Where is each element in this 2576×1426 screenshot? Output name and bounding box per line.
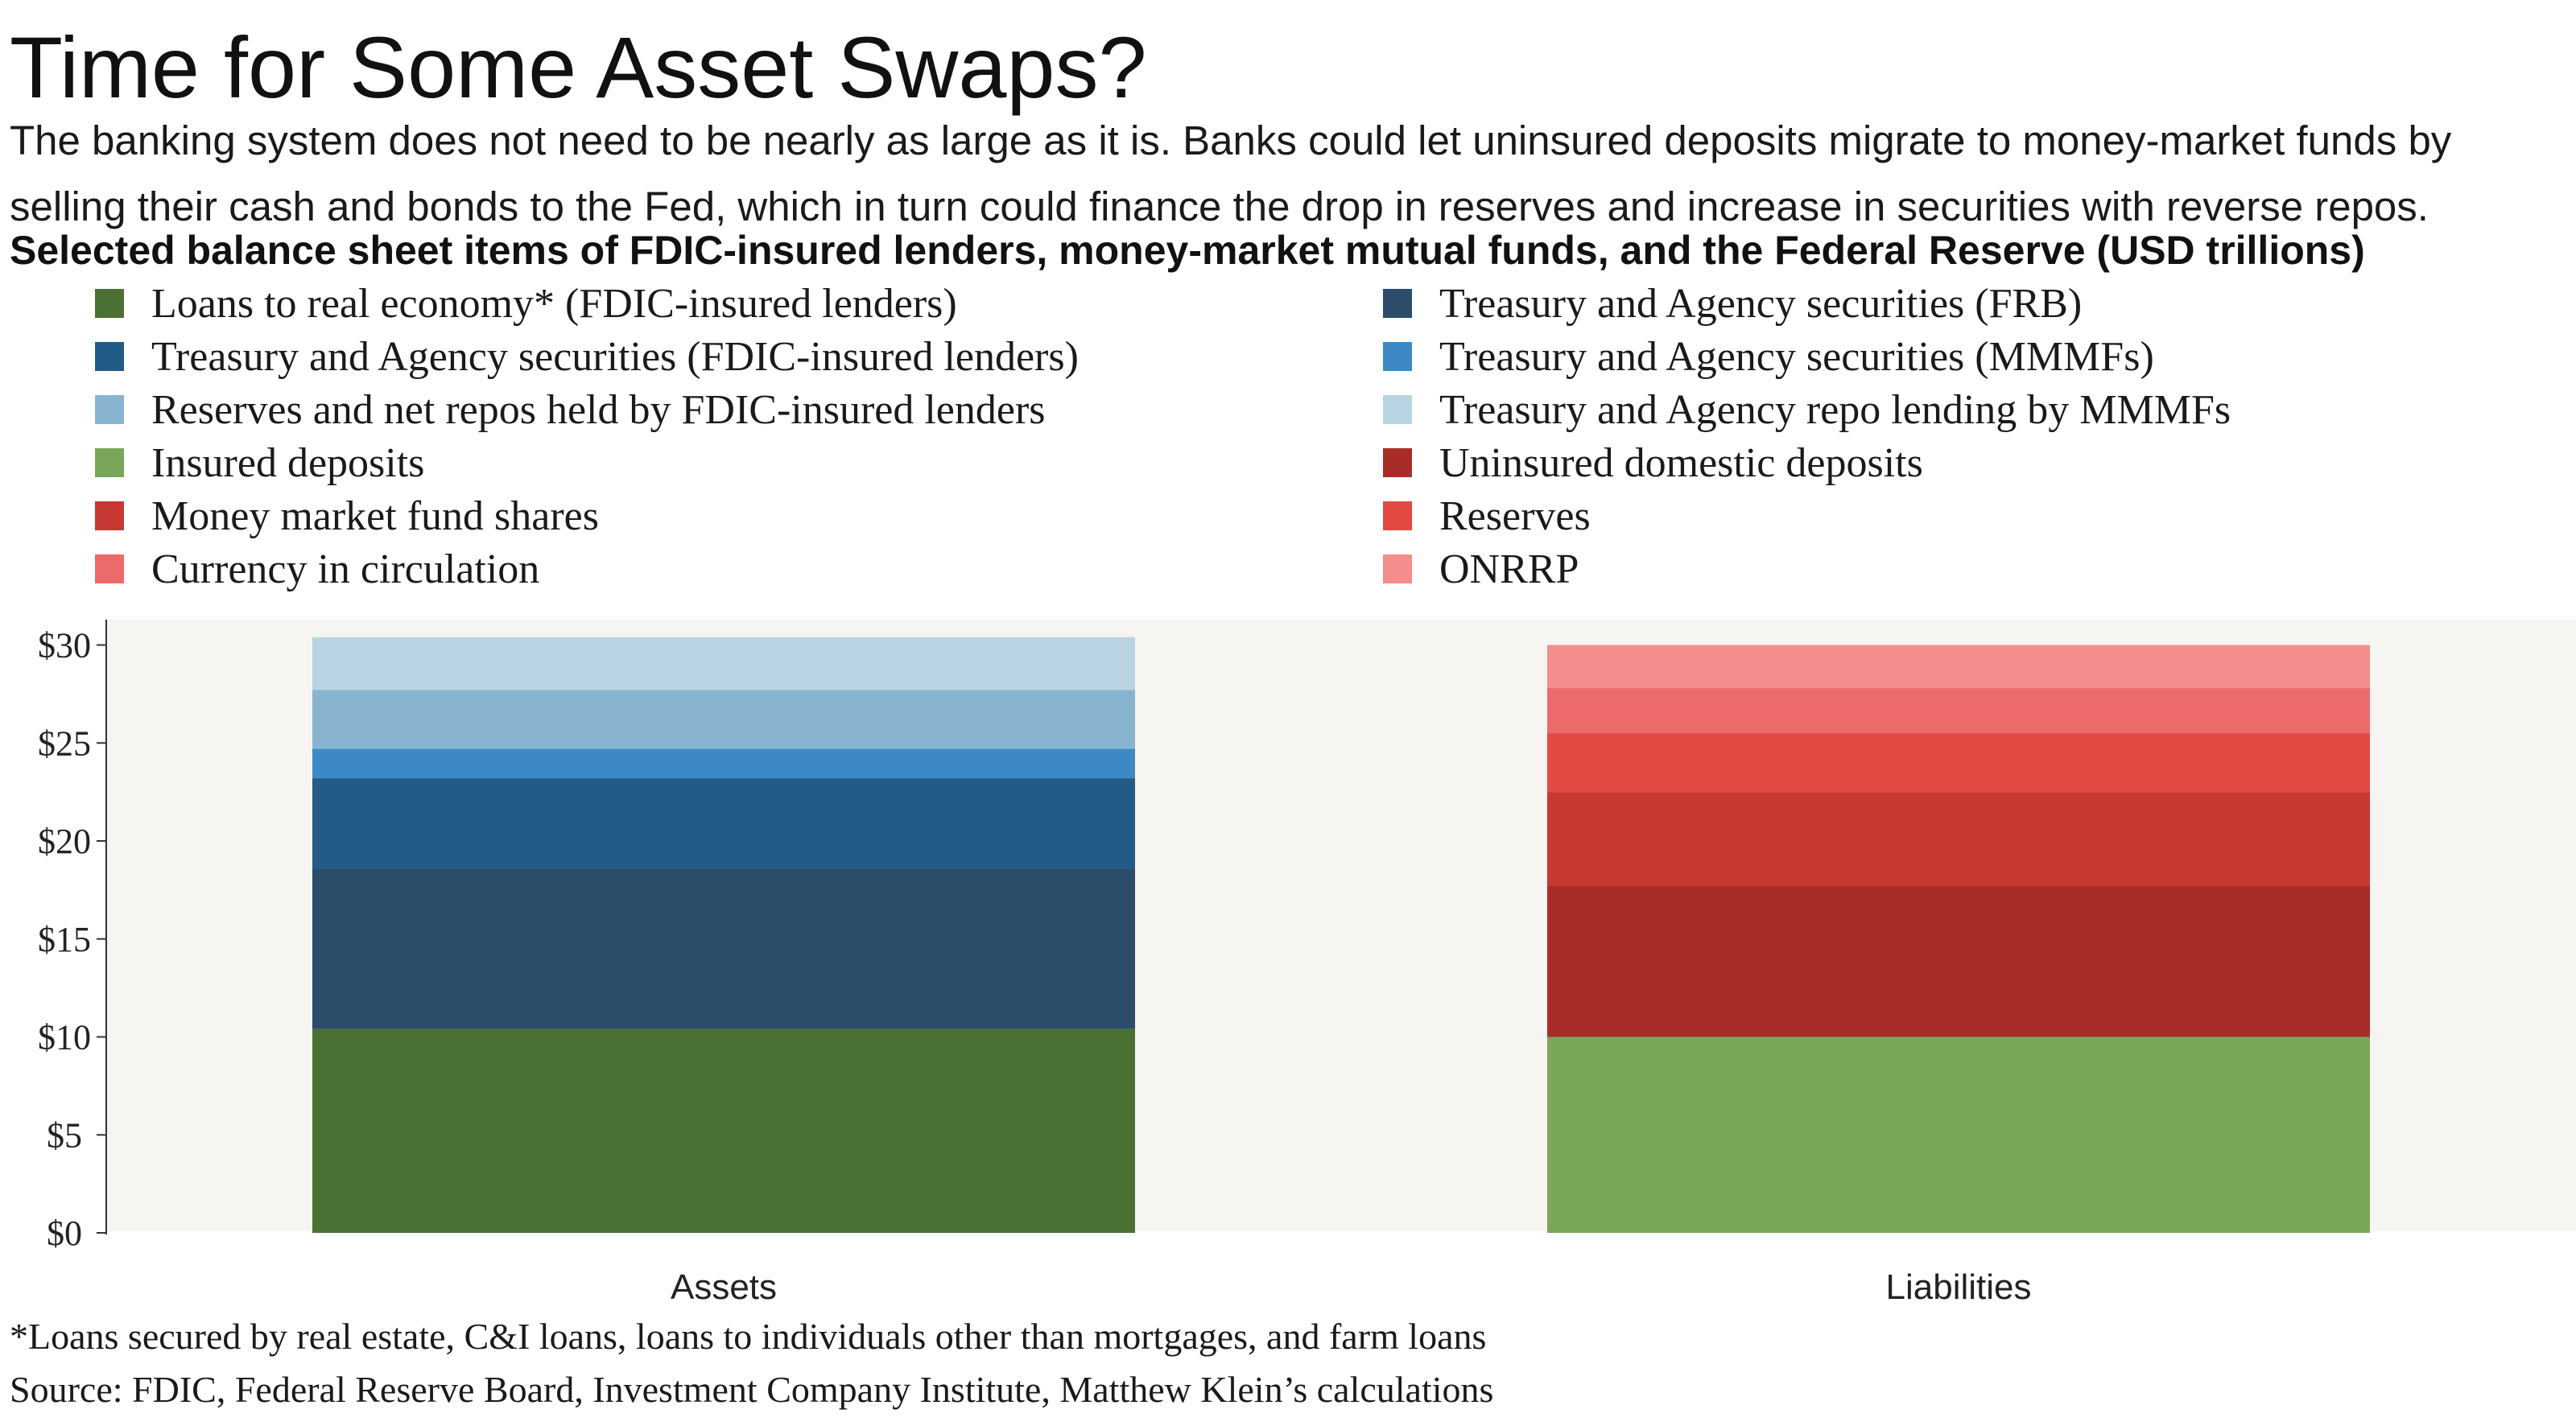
y-tick-label: $25	[38, 723, 91, 763]
legend-item-insured-deposits: Insured deposits	[95, 436, 424, 489]
legend-swatch	[95, 289, 124, 318]
stacked-bar-chart: $0 $5 $10 $15 $20 $25 $30 Assets Liabilities	[38, 620, 2576, 1304]
legend-item-uninsured-deposits: Uninsured domestic deposits	[1383, 436, 1923, 489]
x-axis: Assets Liabilities	[671, 1267, 2032, 1304]
legend-swatch	[1383, 289, 1412, 318]
bar-segment	[1547, 886, 2370, 1037]
y-axis: $0 $5 $10 $15 $20 $25 $30	[38, 626, 106, 1253]
legend-item-currency: Currency in circulation	[95, 542, 539, 596]
legend-label: Money market fund shares	[151, 493, 599, 539]
bar-segment	[1547, 1037, 2370, 1233]
bar-segment	[1547, 733, 2370, 793]
legend-label: Reserves and net repos held by FDIC-insu…	[151, 386, 1046, 433]
legend: Loans to real economy* (FDIC-insured len…	[95, 277, 2510, 599]
legend-label: Currency in circulation	[151, 546, 540, 592]
y-tick-label: $20	[38, 822, 91, 861]
legend-item-treasury-fdic: Treasury and Agency securities (FDIC-ins…	[95, 330, 1079, 383]
bar-segment	[1547, 688, 2370, 734]
bar-segment	[312, 868, 1135, 1029]
legend-swatch	[95, 342, 124, 371]
legend-label: Loans to real economy* (FDIC-insured len…	[151, 280, 957, 327]
y-tick-label: $15	[38, 920, 91, 959]
bar-segment	[312, 1028, 1135, 1233]
legend-swatch	[1383, 501, 1412, 530]
legend-label: Uninsured domestic deposits	[1439, 439, 1923, 486]
legend-label: Insured deposits	[151, 439, 425, 486]
bar-segment	[312, 690, 1135, 749]
legend-label: ONRRP	[1439, 546, 1579, 592]
bar-segment	[312, 637, 1135, 690]
page-title: Time for Some Asset Swaps?	[10, 19, 1147, 116]
bars-group	[312, 637, 2370, 1233]
source-note: Source: FDIC, Federal Reserve Board, Inv…	[10, 1369, 1494, 1410]
legend-item-repo-lending: Treasury and Agency repo lending by MMMF…	[1383, 383, 2231, 436]
legend-swatch	[95, 501, 124, 530]
legend-swatch	[95, 448, 124, 477]
legend-label: Treasury and Agency repo lending by MMMF…	[1439, 386, 2231, 433]
legend-item-onrrp: ONRRP	[1383, 542, 1579, 596]
legend-item-treasury-frb: Treasury and Agency securities (FRB)	[1383, 277, 2082, 330]
y-tick-label: $0	[47, 1214, 82, 1253]
legend-swatch	[1383, 448, 1412, 477]
legend-item-reserves: Reserves	[1383, 489, 1591, 542]
legend-label: Treasury and Agency securities (MMMFs)	[1439, 333, 2154, 380]
y-tick-label: $10	[38, 1018, 91, 1057]
footnote: *Loans secured by real estate, C&I loans…	[10, 1316, 1487, 1357]
legend-swatch	[95, 395, 124, 424]
bar-segment	[1547, 645, 2370, 689]
y-tick-label: $5	[47, 1115, 82, 1155]
x-category-label: Assets	[671, 1267, 777, 1304]
legend-item-reserves-repos: Reserves and net repos held by FDIC-insu…	[95, 383, 1046, 436]
x-category-label: Liabilities	[1886, 1267, 2032, 1304]
legend-item-treasury-mmmfs: Treasury and Agency securities (MMMFs)	[1383, 330, 2154, 383]
legend-swatch	[1383, 554, 1412, 583]
chart-subtitle: The banking system does not need to be n…	[10, 117, 2452, 229]
legend-item-loans: Loans to real economy* (FDIC-insured len…	[95, 277, 957, 330]
legend-item-mmf-shares: Money market fund shares	[95, 489, 599, 542]
legend-label: Treasury and Agency securities (FDIC-ins…	[151, 333, 1079, 380]
legend-swatch	[1383, 395, 1412, 424]
legend-swatch	[95, 554, 124, 583]
y-tick-label: $30	[38, 626, 91, 666]
bar-segment	[1547, 792, 2370, 887]
legend-swatch	[1383, 342, 1412, 371]
bar-segment	[312, 778, 1135, 869]
chart-heading: Selected balance sheet items of FDIC-ins…	[10, 228, 2365, 273]
legend-label: Reserves	[1439, 493, 1591, 539]
legend-label: Treasury and Agency securities (FRB)	[1439, 280, 2083, 327]
bar-segment	[312, 748, 1135, 779]
